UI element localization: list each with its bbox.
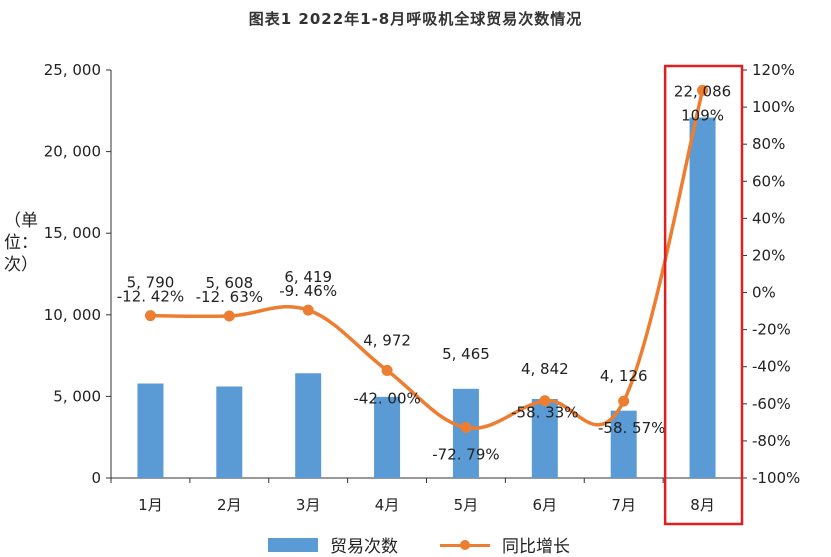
- right-tick-label: -60%: [752, 395, 791, 413]
- x-tick-label: 2月: [217, 496, 242, 514]
- left-tick-label: 20, 000: [44, 143, 101, 161]
- right-tick-label: -80%: [752, 432, 791, 450]
- right-tick-label: -100%: [752, 469, 800, 487]
- legend-label-line: 同比增长: [502, 537, 570, 557]
- right-tick-label: 40%: [752, 209, 785, 227]
- growth-value-label: -58. 33%: [511, 404, 578, 422]
- right-tick-label: 80%: [752, 135, 785, 153]
- bar-value-label: 5, 608: [205, 274, 253, 292]
- x-tick-label: 7月: [611, 496, 636, 514]
- growth-point: [144, 310, 156, 322]
- bar: [137, 383, 164, 478]
- left-tick-label: 15, 000: [44, 224, 101, 242]
- growth-value-label: -9. 46%: [279, 282, 337, 300]
- growth-value-label: -72. 79%: [432, 446, 499, 464]
- growth-value-label: -42. 00%: [353, 389, 420, 407]
- right-tick-label: 60%: [752, 172, 785, 190]
- chart-title: 图表1 2022年1-8月呼吸机全球贸易次数情况: [248, 10, 583, 28]
- left-tick-label: 10, 000: [44, 306, 101, 324]
- legend-item-line: 同比增长: [440, 532, 570, 557]
- bar: [610, 410, 637, 478]
- x-tick-label: 5月: [454, 496, 479, 514]
- left-tick-label: 5, 000: [53, 387, 101, 405]
- right-tick-label: -20%: [752, 321, 791, 339]
- bar: [531, 398, 558, 478]
- growth-point: [223, 310, 235, 322]
- growth-point: [302, 304, 314, 316]
- combo-chart: 0 5, 000 10, 000 15, 000 20, 000 25, 000 -100%…: [44, 61, 800, 526]
- legend-item-bar: 贸易次数: [268, 532, 398, 557]
- growth-value-label: -12. 42%: [117, 288, 184, 306]
- x-tick-label: 6月: [533, 496, 558, 514]
- right-tick-label: 120%: [752, 61, 795, 79]
- growth-point: [460, 422, 472, 434]
- legend-swatch-line: [440, 538, 490, 552]
- bar-value-label: 4, 126: [600, 367, 648, 385]
- growth-value-label: 109%: [681, 106, 724, 124]
- bar-value-label: 5, 465: [442, 345, 490, 363]
- bar-value-label: 4, 842: [521, 360, 569, 378]
- bar-value-label: 4, 972: [363, 331, 411, 349]
- legend: 贸易次数 同比增长: [0, 532, 831, 557]
- growth-value-label: -12. 63%: [196, 288, 263, 306]
- x-tick-label: 1月: [138, 496, 163, 514]
- growth-value-label: -58. 57%: [598, 419, 665, 437]
- left-tick-label: 25, 000: [44, 61, 101, 79]
- right-tick-label: 20%: [752, 246, 785, 264]
- bar-value-label: 6, 419: [284, 268, 332, 286]
- right-tick-label: 100%: [752, 98, 795, 116]
- x-tick-label: 3月: [296, 496, 321, 514]
- right-tick-label: 0%: [752, 284, 776, 302]
- highlight-box: [663, 64, 744, 526]
- bar: [295, 373, 322, 478]
- legend-label-bar: 贸易次数: [330, 537, 398, 557]
- bar-value-label: 5, 790: [127, 274, 175, 292]
- bar: [452, 388, 479, 478]
- growth-point: [539, 395, 551, 407]
- bar: [216, 386, 243, 478]
- legend-swatch-bar: [268, 537, 318, 552]
- left-tick-label: 0: [91, 469, 101, 487]
- x-tick-label: 8月: [690, 496, 715, 514]
- x-tick-label: 4月: [375, 496, 400, 514]
- bar-value-label: 22, 086: [674, 82, 731, 100]
- right-tick-label: -40%: [752, 358, 791, 376]
- growth-point: [618, 395, 630, 407]
- growth-point: [697, 84, 709, 96]
- bar: [374, 396, 401, 478]
- bar: [689, 117, 716, 478]
- growth-point: [381, 364, 393, 376]
